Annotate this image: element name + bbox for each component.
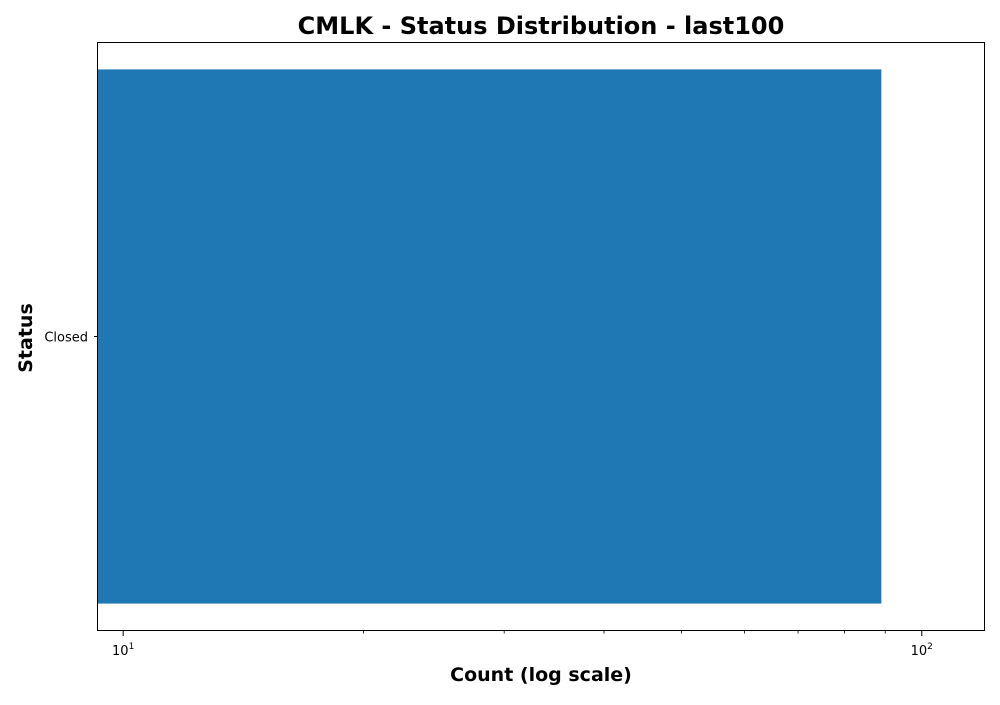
bar-closed xyxy=(98,69,882,604)
y-axis-label: Status xyxy=(15,303,37,373)
chart-title: CMLK - Status Distribution - last100 xyxy=(298,12,785,40)
y-tick-label-closed: Closed xyxy=(44,331,88,346)
bars-layer xyxy=(98,69,882,604)
x-tick-label-100: 102 xyxy=(911,642,933,659)
x-axis-label: Count (log scale) xyxy=(450,664,632,686)
plot-frame xyxy=(97,42,985,631)
x-tick-label-10: 101 xyxy=(112,642,134,659)
